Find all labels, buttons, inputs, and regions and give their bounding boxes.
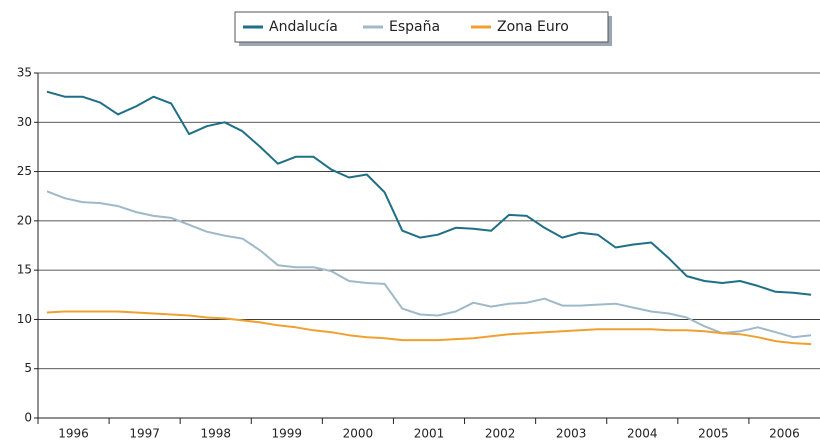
y-tick-label: 20 [17, 213, 32, 227]
x-tick-label: 1998 [200, 427, 231, 441]
line-series [46, 190, 812, 339]
y-tick-label: 30 [17, 115, 32, 129]
x-tick-label: 2006 [769, 427, 800, 441]
x-tick-label: 2001 [414, 427, 445, 441]
y-tick-label: 5 [24, 361, 32, 375]
y-tick-label: 10 [17, 312, 32, 326]
x-tick-label: 1999 [272, 427, 303, 441]
x-tick-label: 2005 [698, 427, 729, 441]
x-tick-label: 1997 [129, 427, 160, 441]
legend-label: España [389, 19, 440, 35]
y-tick-label: 0 [24, 411, 32, 425]
y-tick-label: 35 [17, 66, 32, 80]
x-tick-label: 2002 [485, 427, 516, 441]
x-tick-label: 1996 [58, 427, 89, 441]
legend-label: Andalucía [269, 19, 338, 35]
y-tick-label: 15 [17, 263, 32, 277]
line-series [46, 90, 812, 296]
legend-label: Zona Euro [497, 19, 569, 35]
line-series [46, 310, 812, 346]
y-tick-label: 25 [17, 164, 32, 178]
x-tick-label: 2004 [627, 427, 658, 441]
x-tick-label: 2000 [343, 427, 374, 441]
legend-box [234, 11, 609, 43]
x-tick-label: 2003 [556, 427, 587, 441]
